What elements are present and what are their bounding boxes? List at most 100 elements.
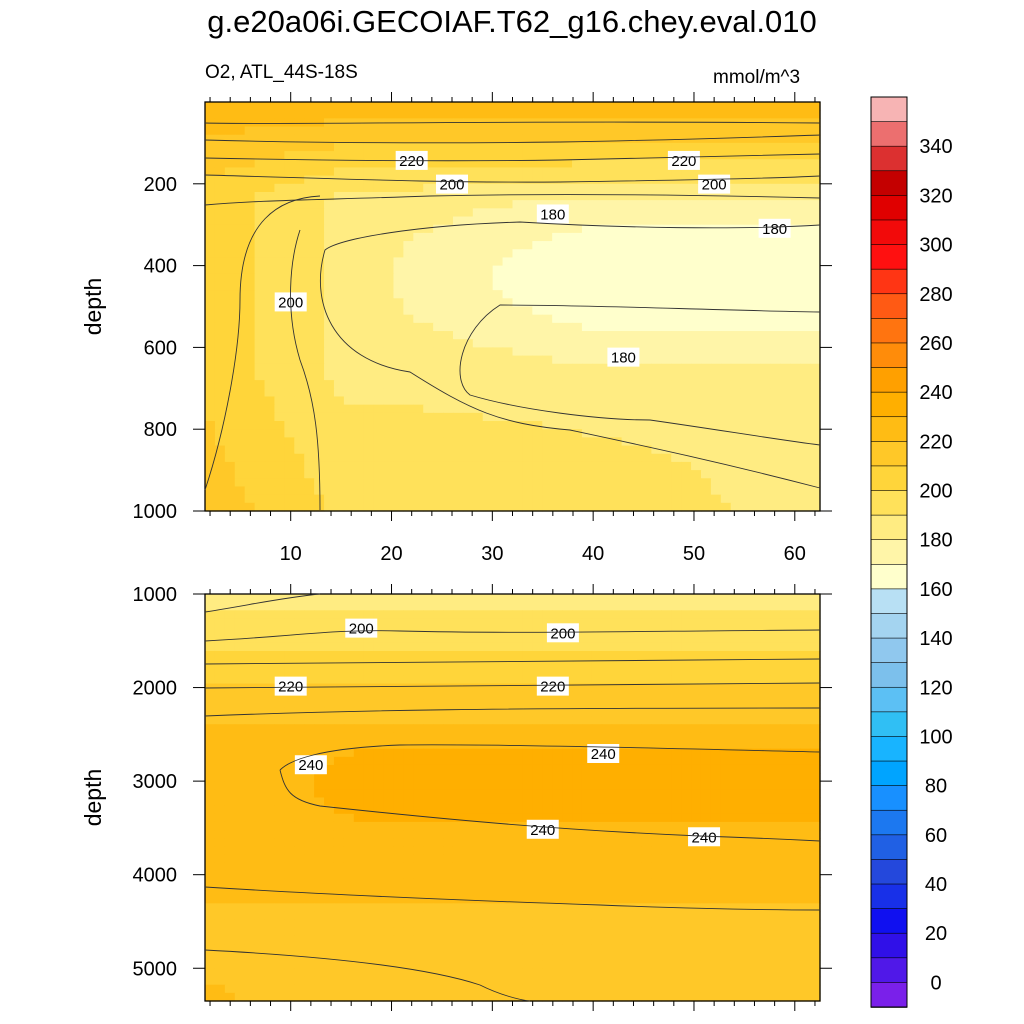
contour-fill-cell: [314, 683, 325, 693]
contour-fill-cell: [631, 216, 643, 226]
contour-fill-cell: [770, 183, 781, 193]
contour-fill-cell: [333, 159, 345, 169]
contour-fill-cell: [244, 740, 256, 750]
contour-fill-cell: [234, 314, 246, 324]
contour-fill-cell: [542, 716, 553, 725]
contour-fill-cell: [681, 461, 692, 471]
contour-fill-cell: [720, 650, 732, 660]
contour-fill-cell: [522, 602, 533, 611]
contour-fill-cell: [552, 805, 563, 815]
contour-fill-cell: [591, 724, 603, 733]
contour-fill-cell: [443, 339, 454, 348]
contour-fill-cell: [700, 404, 712, 414]
contour-fill-cell: [274, 813, 285, 823]
contour-fill-cell: [681, 224, 692, 234]
contour-fill-cell: [423, 445, 434, 455]
contour-fill-cell: [601, 404, 613, 414]
contour-fill-cell: [691, 773, 702, 782]
contour-fill-cell: [284, 805, 295, 815]
contour-fill-cell: [691, 249, 702, 259]
contour-fill-cell: [482, 388, 494, 398]
contour-fill-cell: [542, 134, 553, 144]
contour-fill-cell: [214, 404, 226, 414]
contour-fill-cell: [532, 453, 543, 463]
contour-fill-cell: [522, 118, 533, 128]
contour-fill-cell: [522, 159, 533, 169]
contour-fill-cell: [522, 167, 533, 177]
contour-fill-cell: [591, 642, 603, 652]
contour-fill-cell: [472, 191, 484, 201]
contour-fill-cell: [403, 224, 414, 234]
contour-fill-cell: [413, 290, 424, 299]
contour-fill-cell: [284, 470, 295, 479]
contour-fill-cell: [353, 610, 365, 620]
contour-fill-cell: [244, 257, 256, 267]
contour-fill-cell: [810, 421, 821, 430]
contour-fill-cell: [205, 126, 216, 136]
contour-fill-cell: [611, 659, 623, 668]
contour-fill-cell: [393, 478, 404, 488]
contour-fill-cell: [383, 290, 395, 299]
contour-fill-cell: [542, 650, 553, 660]
contour-fill-cell: [343, 290, 355, 299]
contour-fill-cell: [681, 273, 692, 283]
contour-fill-cell: [810, 691, 821, 701]
contour-fill-cell: [314, 175, 325, 185]
contour-fill-cell: [393, 273, 404, 283]
contour-fill-cell: [254, 667, 266, 676]
contour-fill-cell: [244, 355, 256, 365]
contour-fill-cell: [720, 134, 732, 144]
contour-fill-cell: [363, 208, 375, 218]
contour-fill-cell: [244, 716, 256, 725]
contour-fill-cell: [214, 142, 226, 152]
contour-fill-cell: [482, 626, 494, 636]
contour-fill-cell: [413, 355, 424, 365]
contour-fill-cell: [234, 167, 246, 177]
contour-fill-cell: [214, 200, 226, 209]
contour-fill-cell: [214, 363, 226, 373]
contour-fill-cell: [720, 740, 732, 750]
contour-fill-cell: [393, 797, 404, 807]
contour-fill-cell: [363, 134, 375, 144]
contour-fill-cell: [443, 453, 454, 463]
contour-fill-cell: [710, 602, 722, 611]
contour-fill-cell: [304, 429, 315, 438]
contour-fill-cell: [750, 331, 762, 340]
contour-fill-cell: [611, 183, 623, 193]
contour-fill-cell: [373, 618, 385, 628]
contour-fill-cell: [671, 339, 682, 348]
contour-fill-cell: [333, 314, 345, 324]
contour-fill-cell: [631, 281, 643, 291]
contour-fill-cell: [770, 404, 781, 414]
contour-fill-cell: [294, 191, 305, 201]
contour-fill-cell: [780, 683, 791, 693]
contour-fill-cell: [691, 371, 702, 381]
contour-fill-cell: [581, 175, 593, 185]
contour-fill-cell: [383, 412, 395, 422]
contour-fill-cell: [214, 429, 226, 438]
contour-fill-cell: [472, 667, 484, 676]
contour-fill-cell: [353, 740, 365, 750]
contour-fill-cell: [720, 347, 732, 357]
contour-fill-cell: [790, 610, 801, 620]
contour-fill-cell: [403, 290, 414, 299]
contour-fill-cell: [314, 486, 325, 496]
contour-fill-cell: [572, 232, 583, 242]
contour-fill-cell: [423, 634, 434, 644]
contour-fill-cell: [651, 821, 662, 831]
contour-fill-cell: [462, 437, 474, 447]
contour-fill-cell: [224, 707, 236, 717]
contour-fill-cell: [205, 298, 216, 308]
contour-fill-cell: [730, 437, 742, 447]
contour-fill-cell: [740, 363, 752, 373]
contour-fill-cell: [700, 642, 712, 652]
contour-fill-cell: [641, 626, 652, 636]
contour-fill-cell: [254, 445, 266, 455]
contour-fill-cell: [720, 797, 732, 807]
contour-fill-cell: [224, 126, 236, 136]
contour-fill-cell: [671, 707, 682, 717]
contour-fill-cell: [572, 355, 583, 365]
contour-fill-cell: [443, 634, 454, 644]
contour-fill-cell: [363, 110, 375, 119]
contour-fill-cell: [611, 805, 623, 815]
